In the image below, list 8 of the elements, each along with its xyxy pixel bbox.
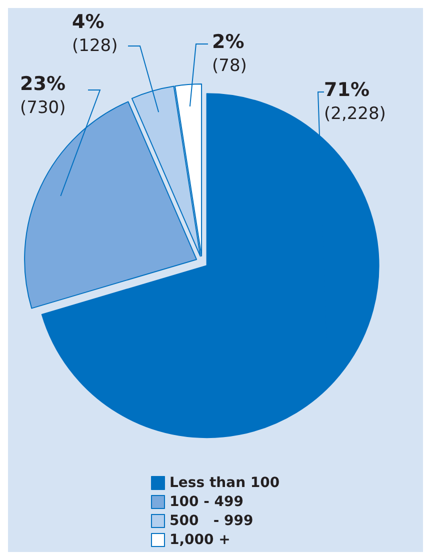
- data-label: 23% (730): [20, 73, 66, 118]
- data-label: 2% (78): [212, 31, 247, 76]
- legend-label: 1,000 +: [170, 532, 230, 548]
- legend-label: 100 - 499: [170, 494, 244, 510]
- data-label: 71% (2,228): [324, 79, 386, 124]
- legend-label: 500 - 999: [170, 513, 254, 529]
- data-label: 4% (128): [72, 11, 118, 56]
- legend-label: Less than 100: [170, 475, 280, 491]
